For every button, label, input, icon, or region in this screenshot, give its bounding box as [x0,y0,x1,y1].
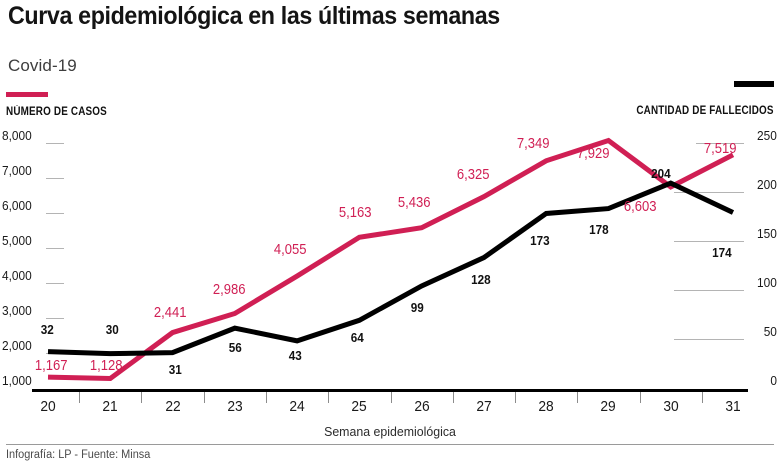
data-label-cases: 5,436 [397,195,431,211]
x-axis-tick [328,392,330,403]
x-axis-tick-label: 25 [351,398,368,415]
right-axis-tick-label: 150 [757,227,777,241]
data-label-cases: 7,519 [703,141,737,157]
left-gridline [46,143,64,144]
series-line-cases [47,137,735,382]
x-axis-tick [390,392,392,403]
right-axis-tick-label: 200 [757,178,777,192]
x-axis-tick-label: 30 [663,398,679,415]
legend-swatch-deaths [734,81,774,87]
left-axis-tick-label: 5,000 [2,234,32,248]
chart-series-layer [47,137,735,382]
x-axis-tick-label: 21 [102,398,118,415]
right-axis-tick-label: 250 [757,129,777,143]
data-label-cases: 6,603 [623,199,657,215]
x-axis-tick [265,392,267,403]
left-axis-tick-label: 1,000 [2,374,32,388]
x-axis-tick-label: 22 [164,398,181,415]
x-axis-tick-label: 31 [725,398,741,415]
x-axis-tick [577,392,579,403]
data-label-cases: 7,929 [576,146,610,162]
x-axis-line [32,389,748,392]
data-label-deaths: 204 [651,166,671,181]
data-label-cases: 5,163 [338,205,372,221]
left-axis-tick-label: 2,000 [2,339,32,353]
x-axis-tick-label: 27 [476,398,492,415]
x-axis-tick [701,392,703,403]
left-gridline [46,248,64,249]
data-label-cases: 2,441 [153,305,187,321]
data-label-deaths: 174 [712,245,732,260]
left-gridline [46,283,64,284]
legend-label-cases: NÚMERO DE CASOS [6,106,107,118]
series-line-deaths [47,180,735,357]
data-label-cases: 1,128 [89,358,123,374]
x-axis-tick-label: 23 [227,398,243,415]
x-axis-title: Semana epidemiológica [324,424,456,439]
x-axis-tick [515,392,517,403]
left-gridline [46,178,64,179]
data-label-cases: 7,349 [516,136,550,152]
right-axis-tick-label: 50 [763,325,777,339]
x-axis-tick [79,392,81,403]
left-axis-tick-label: 6,000 [2,199,32,213]
right-gridline [674,290,744,291]
left-gridline [46,318,64,319]
data-label-deaths: 128 [471,272,491,287]
right-gridline [674,339,744,340]
data-label-deaths: 31 [168,362,182,377]
right-axis-tick-label: 100 [757,276,777,290]
data-label-cases: 4,055 [273,242,307,258]
x-axis-tick-label: 28 [538,398,554,415]
page-subtitle: Covid-19 [8,56,77,75]
data-label-deaths: 56 [228,340,242,355]
right-gridline [674,192,744,193]
data-label-cases: 6,325 [456,167,490,183]
data-label-deaths: 43 [288,348,302,363]
right-gridline [674,241,744,242]
data-label-deaths: 178 [589,222,609,237]
data-label-cases: 1,167 [34,358,68,374]
x-axis-tick [452,392,454,403]
page-title: Curva epidemiológica en las últimas sema… [8,2,500,30]
x-axis-tick-label: 24 [289,398,305,415]
data-label-deaths: 30 [105,322,119,337]
x-axis-tick [639,392,641,403]
legend-label-deaths: CANTIDAD DE FALLECIDOS [636,105,774,117]
left-axis-tick-label: 8,000 [2,129,32,143]
right-gridline [696,143,744,144]
data-label-deaths: 64 [350,330,364,345]
x-axis-tick-label: 20 [40,398,56,415]
x-axis-tick [141,392,143,403]
chart-plot-area: 1,000 2,000 3,000 4,000 5,000 6,000 7,000 8,000… [0,120,780,390]
footer-divider [6,444,774,445]
data-label-deaths: 99 [410,300,424,315]
x-axis-tick-label: 29 [600,398,617,415]
legend-swatch-cases [6,92,48,97]
x-axis-tick [203,392,205,403]
left-axis-tick-label: 7,000 [2,164,32,178]
x-axis-tick-label: 26 [413,398,430,415]
left-axis-tick-label: 4,000 [2,269,32,283]
footer-credit: Infografía: LP - Fuente: Minsa [6,449,151,461]
left-axis-tick-label: 3,000 [2,304,32,318]
right-axis-tick-label: 0 [770,374,777,388]
left-gridline [46,213,64,214]
data-label-cases: 2,986 [212,282,246,298]
data-label-deaths: 32 [40,322,54,337]
data-label-deaths: 173 [530,233,550,248]
